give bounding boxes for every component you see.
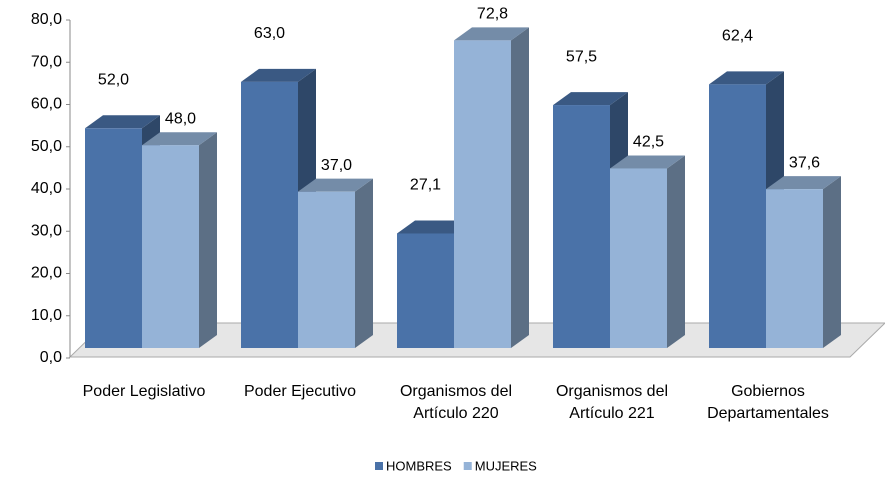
value-label: 37,6 [789,154,820,171]
bar-top [241,68,316,82]
y-tick-label: 0,0 [40,349,62,366]
bar-side [511,27,529,348]
bar-top [142,132,217,146]
y-tick-label: 40,0 [31,180,62,197]
bar-side [823,176,841,348]
bar-top [85,115,160,129]
value-label: 72,8 [477,6,508,23]
legend-swatch [463,462,472,470]
x-tick-label: Organismos del [556,383,668,400]
y-tick-label: 50,0 [31,138,62,155]
bar-front [142,145,199,348]
y-tick-label: 80,0 [31,11,62,28]
bar-front [553,105,610,348]
legend-label: MUJERES [475,458,537,473]
x-tick-label: Artículo 220 [413,405,498,422]
bar-front [397,233,454,348]
bar-top [298,178,373,192]
y-tick-label: 30,0 [31,222,62,239]
value-label: 57,5 [566,48,597,65]
bar-front [241,81,298,348]
bar-side [667,155,685,348]
bar-front [454,40,511,349]
bar-top [397,220,472,234]
value-label: 37,0 [321,157,352,174]
bar-top [454,27,529,41]
x-tick-label: Artículo 221 [569,405,654,422]
value-label: 52,0 [98,72,129,89]
bar [610,155,685,348]
y-tick-label: 20,0 [31,265,62,282]
bar-top [610,155,685,169]
bar [766,176,841,348]
bar-top [553,92,628,106]
x-tick-label: Poder Ejecutivo [244,383,356,400]
legend-label: HOMBRES [386,458,452,473]
bar [454,27,529,349]
bar-front [298,191,355,348]
x-tick-label: Gobiernos [731,383,805,400]
y-tick-label: 10,0 [31,307,62,324]
bar-front [766,189,823,348]
bar-side [355,178,373,348]
value-label: 42,5 [633,134,664,151]
value-label: 48,0 [165,110,196,127]
bar-top [766,176,841,190]
bar-front [610,168,667,348]
value-label: 27,1 [410,177,441,194]
value-label: 62,4 [722,28,753,45]
legend-swatch [375,462,383,470]
bar-side [199,132,217,348]
y-tick-label: 70,0 [31,53,62,70]
bar [142,132,217,348]
x-tick-label: Poder Legislativo [83,383,206,400]
x-tick-label: Organismos del [400,383,512,400]
y-tick-label: 60,0 [31,96,62,113]
x-tick-label: Departamentales [707,405,829,422]
bar-front [85,128,142,348]
value-label: 63,0 [254,25,285,42]
bar-front [709,84,766,349]
bar [298,178,373,348]
bar-top [709,71,784,85]
